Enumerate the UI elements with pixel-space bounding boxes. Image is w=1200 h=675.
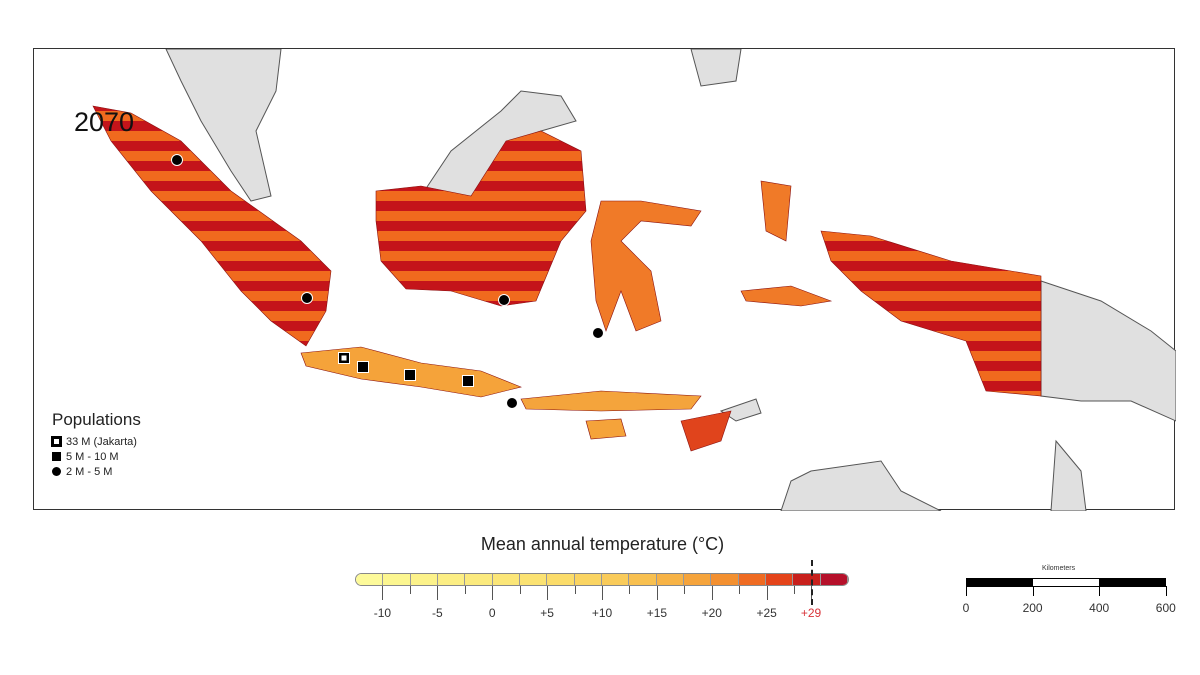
colorbar-tick — [382, 586, 384, 600]
city-marker — [171, 154, 183, 166]
colorbar-tick — [711, 586, 713, 600]
colorbar-minor-tick — [629, 586, 631, 594]
scale-tick — [1165, 586, 1167, 596]
colorbar-segment — [656, 574, 684, 585]
colorbar-tick — [492, 586, 494, 600]
year-label: 2070 — [74, 107, 135, 137]
colorbar-minor-tick — [409, 586, 411, 594]
colorbar-tick-label: -5 — [431, 606, 443, 620]
colorbar-segment — [437, 574, 466, 585]
colorbar-tick-label: +10 — [591, 606, 613, 620]
city-marker — [498, 294, 510, 306]
colorbar-tick-label: 0 — [488, 606, 496, 620]
city-marker — [592, 327, 604, 339]
colorbar-tick-label: -10 — [373, 606, 392, 620]
colorbar-minor-tick — [739, 586, 741, 594]
temperature-colorbar — [355, 573, 849, 586]
colorbar-segment — [410, 574, 438, 585]
scale-tick — [1099, 586, 1101, 596]
colorbar-tick-label: +29 — [800, 606, 822, 620]
islands — [92, 105, 1042, 452]
colorbar-tick-label: +25 — [756, 606, 777, 620]
colorbar-title: Mean annual temperature (°C) — [480, 534, 725, 554]
colorbar-tick-label: +5 — [540, 606, 554, 620]
colorbar-segment — [574, 574, 602, 585]
indonesia-map — [92, 49, 1176, 511]
city-marker — [462, 375, 474, 387]
scale-label: 400 — [1089, 601, 1110, 615]
scale-label: 600 — [1155, 601, 1176, 615]
circle-icon — [52, 467, 61, 476]
colorbar-segment — [465, 574, 493, 585]
scale-bar-title: Kilometers — [1042, 565, 1076, 572]
colorbar-tick-label: +20 — [701, 606, 722, 620]
legend-label: 5 M - 10 M — [66, 450, 119, 463]
city-marker — [357, 361, 369, 373]
colorbar-tick-label: +15 — [646, 606, 668, 620]
threshold-line — [811, 560, 813, 605]
colorbar-minor-tick — [684, 586, 686, 594]
scale-bar — [966, 578, 1166, 587]
colorbar-tick — [547, 586, 549, 600]
colorbar-segment — [765, 574, 794, 585]
legend-title: Populations — [52, 410, 141, 429]
colorbar-minor-tick — [464, 586, 466, 594]
colorbar-segment — [519, 574, 548, 585]
neighbor-countries — [165, 49, 1176, 511]
colorbar-segment — [356, 574, 384, 585]
colorbar-segment — [683, 574, 712, 585]
square-icon — [52, 452, 61, 461]
colorbar-segment — [629, 574, 657, 585]
map-frame: 2070 — [33, 48, 1176, 511]
colorbar-segment — [793, 574, 821, 585]
colorbar-segment — [547, 574, 575, 585]
scale-label: 0 — [962, 601, 970, 615]
legend-label: 2 M - 5 M — [66, 465, 113, 478]
colorbar-segment — [492, 574, 520, 585]
hollow-square-icon — [51, 436, 62, 447]
colorbar-tick — [656, 586, 658, 600]
colorbar-tick — [602, 586, 603, 600]
colorbar-segment — [711, 574, 739, 585]
colorbar-tick — [766, 586, 768, 600]
legend-item-medium: 2 M - 5 M — [52, 464, 141, 479]
legend-item-jakarta: 33 M (Jakarta) — [51, 434, 141, 449]
scale-tick — [966, 586, 967, 596]
colorbar-segment — [383, 574, 411, 585]
scale-label: 200 — [1022, 601, 1043, 615]
jakarta-marker-center — [341, 355, 347, 361]
colorbar-minor-tick — [574, 586, 576, 594]
city-marker — [506, 397, 518, 409]
population-legend: Populations 33 M (Jakarta) 5 M - 10 M 2 … — [51, 410, 141, 479]
city-marker — [404, 369, 416, 381]
colorbar-segment — [601, 574, 630, 585]
colorbar-minor-tick — [519, 586, 521, 594]
colorbar-segment — [738, 574, 766, 585]
scale-tick — [1032, 586, 1034, 596]
legend-label: 33 M (Jakarta) — [66, 435, 137, 448]
colorbar-segment — [820, 574, 848, 585]
colorbar-minor-tick — [794, 586, 796, 594]
legend-item-large: 5 M - 10 M — [52, 449, 141, 464]
colorbar-tick — [437, 586, 439, 600]
city-marker — [301, 292, 313, 304]
